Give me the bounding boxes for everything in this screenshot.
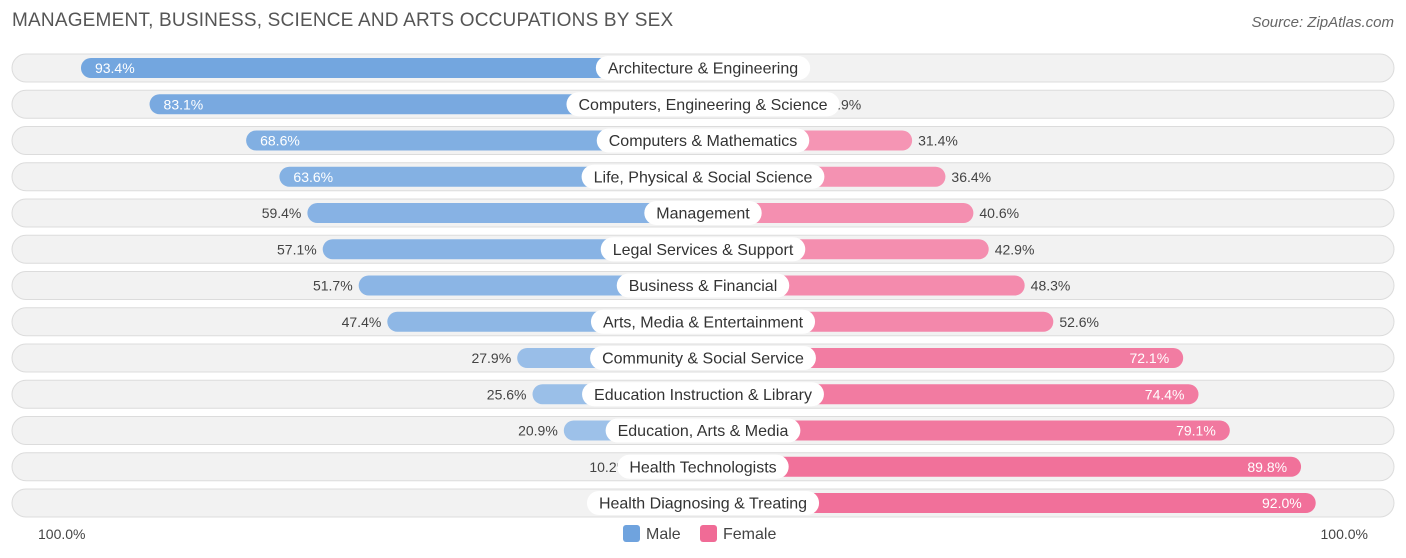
male-value-label: 63.6%: [293, 169, 333, 185]
male-bar: [358, 275, 703, 296]
female-bar: [703, 384, 1199, 405]
chart-row: 10.2% 89.8%Health Technologists: [11, 452, 1395, 482]
category-pill: [600, 237, 806, 262]
female-bar: [703, 493, 1316, 513]
legend-swatch-male: [623, 525, 640, 542]
legend-swatch-female: [700, 525, 717, 542]
category-pill: [605, 418, 801, 443]
female-value-label: 72.1%: [1129, 350, 1169, 366]
male-value-label: 51.7%: [313, 278, 353, 294]
chart-row: 59.4% 40.6% Management: [11, 198, 1395, 228]
category-label: Management: [656, 206, 750, 223]
female-value-label: 79.1%: [1176, 423, 1216, 439]
female-value-label: 74.4%: [1145, 386, 1185, 402]
legend-label-male: Male: [646, 526, 681, 543]
male-value-label: 93.4%: [95, 60, 135, 76]
axis-label-left: 100.0%: [38, 526, 85, 542]
male-bar: [307, 203, 703, 223]
male-bar: [246, 130, 703, 151]
male-value-label: 47.4%: [342, 314, 382, 330]
chart-row: 83.1% 16.9%Computers, Engineering & Scien…: [11, 89, 1395, 119]
category-pill: [644, 201, 762, 225]
female-value-label: 52.6%: [1059, 314, 1099, 330]
chart-row: 47.4% 52.6% Arts, Media & Entertainment: [11, 307, 1395, 337]
category-pill: [590, 346, 816, 370]
female-value-label: 42.9%: [995, 241, 1035, 257]
chart-row: 68.6% 31.4% Computers & Mathematics: [11, 126, 1395, 155]
chart-row: 27.9% 72.1% Community & Social Service: [11, 343, 1395, 373]
male-value-label: 83.1%: [164, 96, 204, 112]
male-value-label: 68.6%: [260, 133, 300, 149]
category-label: Education, Arts & Media: [618, 423, 789, 440]
category-label: Health Technologists: [629, 459, 776, 476]
chart-row: 25.6% 74.4% Education Instruction & Librar…: [11, 379, 1395, 409]
female-bar: [703, 348, 1184, 368]
female-value-label: 31.4%: [918, 133, 958, 149]
female-bar: [703, 203, 974, 223]
female-value-label: 89.8%: [1247, 459, 1287, 475]
male-value-label: 57.1%: [277, 241, 317, 257]
male-bar: [149, 94, 703, 115]
category-pill: [582, 382, 824, 407]
chart-row: 8.0%92.0%Health Diagnosing & Treating: [11, 488, 1395, 518]
male-bar: [80, 58, 704, 78]
category-label: Community & Social Service: [602, 351, 804, 368]
chart-row: 57.1% 42.9% Legal Services & Support: [11, 234, 1395, 264]
category-label: Life, Physical & Social Science: [594, 169, 813, 186]
category-label: Legal Services & Support: [613, 242, 794, 259]
male-value-label: 20.9%: [518, 423, 558, 439]
legend: Male Female: [623, 525, 776, 543]
category-pill: [616, 273, 790, 298]
axis-label-right: 100.0%: [1321, 526, 1368, 542]
female-value-label: 92.0%: [1262, 495, 1302, 511]
chart-title: MANAGEMENT, BUSINESS, SCIENCE AND ARTS O…: [12, 10, 674, 31]
chart-row: 93.4%6.6%Architecture & Engineering: [11, 53, 1395, 83]
category-pill: [586, 491, 820, 515]
category-pill: [596, 128, 810, 153]
legend-label-female: Female: [723, 526, 776, 543]
male-value-label: 25.6%: [487, 386, 527, 402]
female-value-label: 36.4%: [951, 169, 991, 185]
female-value-label: 48.3%: [1031, 278, 1071, 294]
chart-row: 63.6% 36.4% Life, Physical & Social Scienc…: [11, 162, 1395, 192]
category-label: Computers & Mathematics: [609, 133, 798, 150]
chart-row: 20.9% 79.1% Education, Arts & Media: [11, 416, 1395, 445]
category-pill: [595, 56, 811, 80]
category-pill: [581, 164, 825, 189]
category-label: Health Diagnosing & Treating: [599, 496, 807, 513]
female-value-label: 40.6%: [979, 205, 1019, 221]
female-bar: [703, 456, 1302, 477]
category-label: Architecture & Engineering: [608, 61, 798, 78]
chart-row: 51.7% 48.3% Business & Financial: [11, 271, 1395, 300]
male-value-label: 59.4%: [262, 205, 302, 221]
chart-source: Source: ZipAtlas.com: [1251, 14, 1394, 31]
category-label: Education Instruction & Library: [594, 387, 812, 404]
category-pill: [566, 92, 840, 117]
category-label: Business & Financial: [629, 278, 778, 295]
male-value-label: 27.9%: [471, 350, 511, 366]
category-pill: [590, 309, 816, 334]
female-bar: [703, 420, 1230, 441]
category-label: Computers, Engineering & Science: [578, 97, 827, 114]
category-label: Arts, Media & Entertainment: [603, 314, 804, 331]
category-pill: [617, 454, 789, 479]
